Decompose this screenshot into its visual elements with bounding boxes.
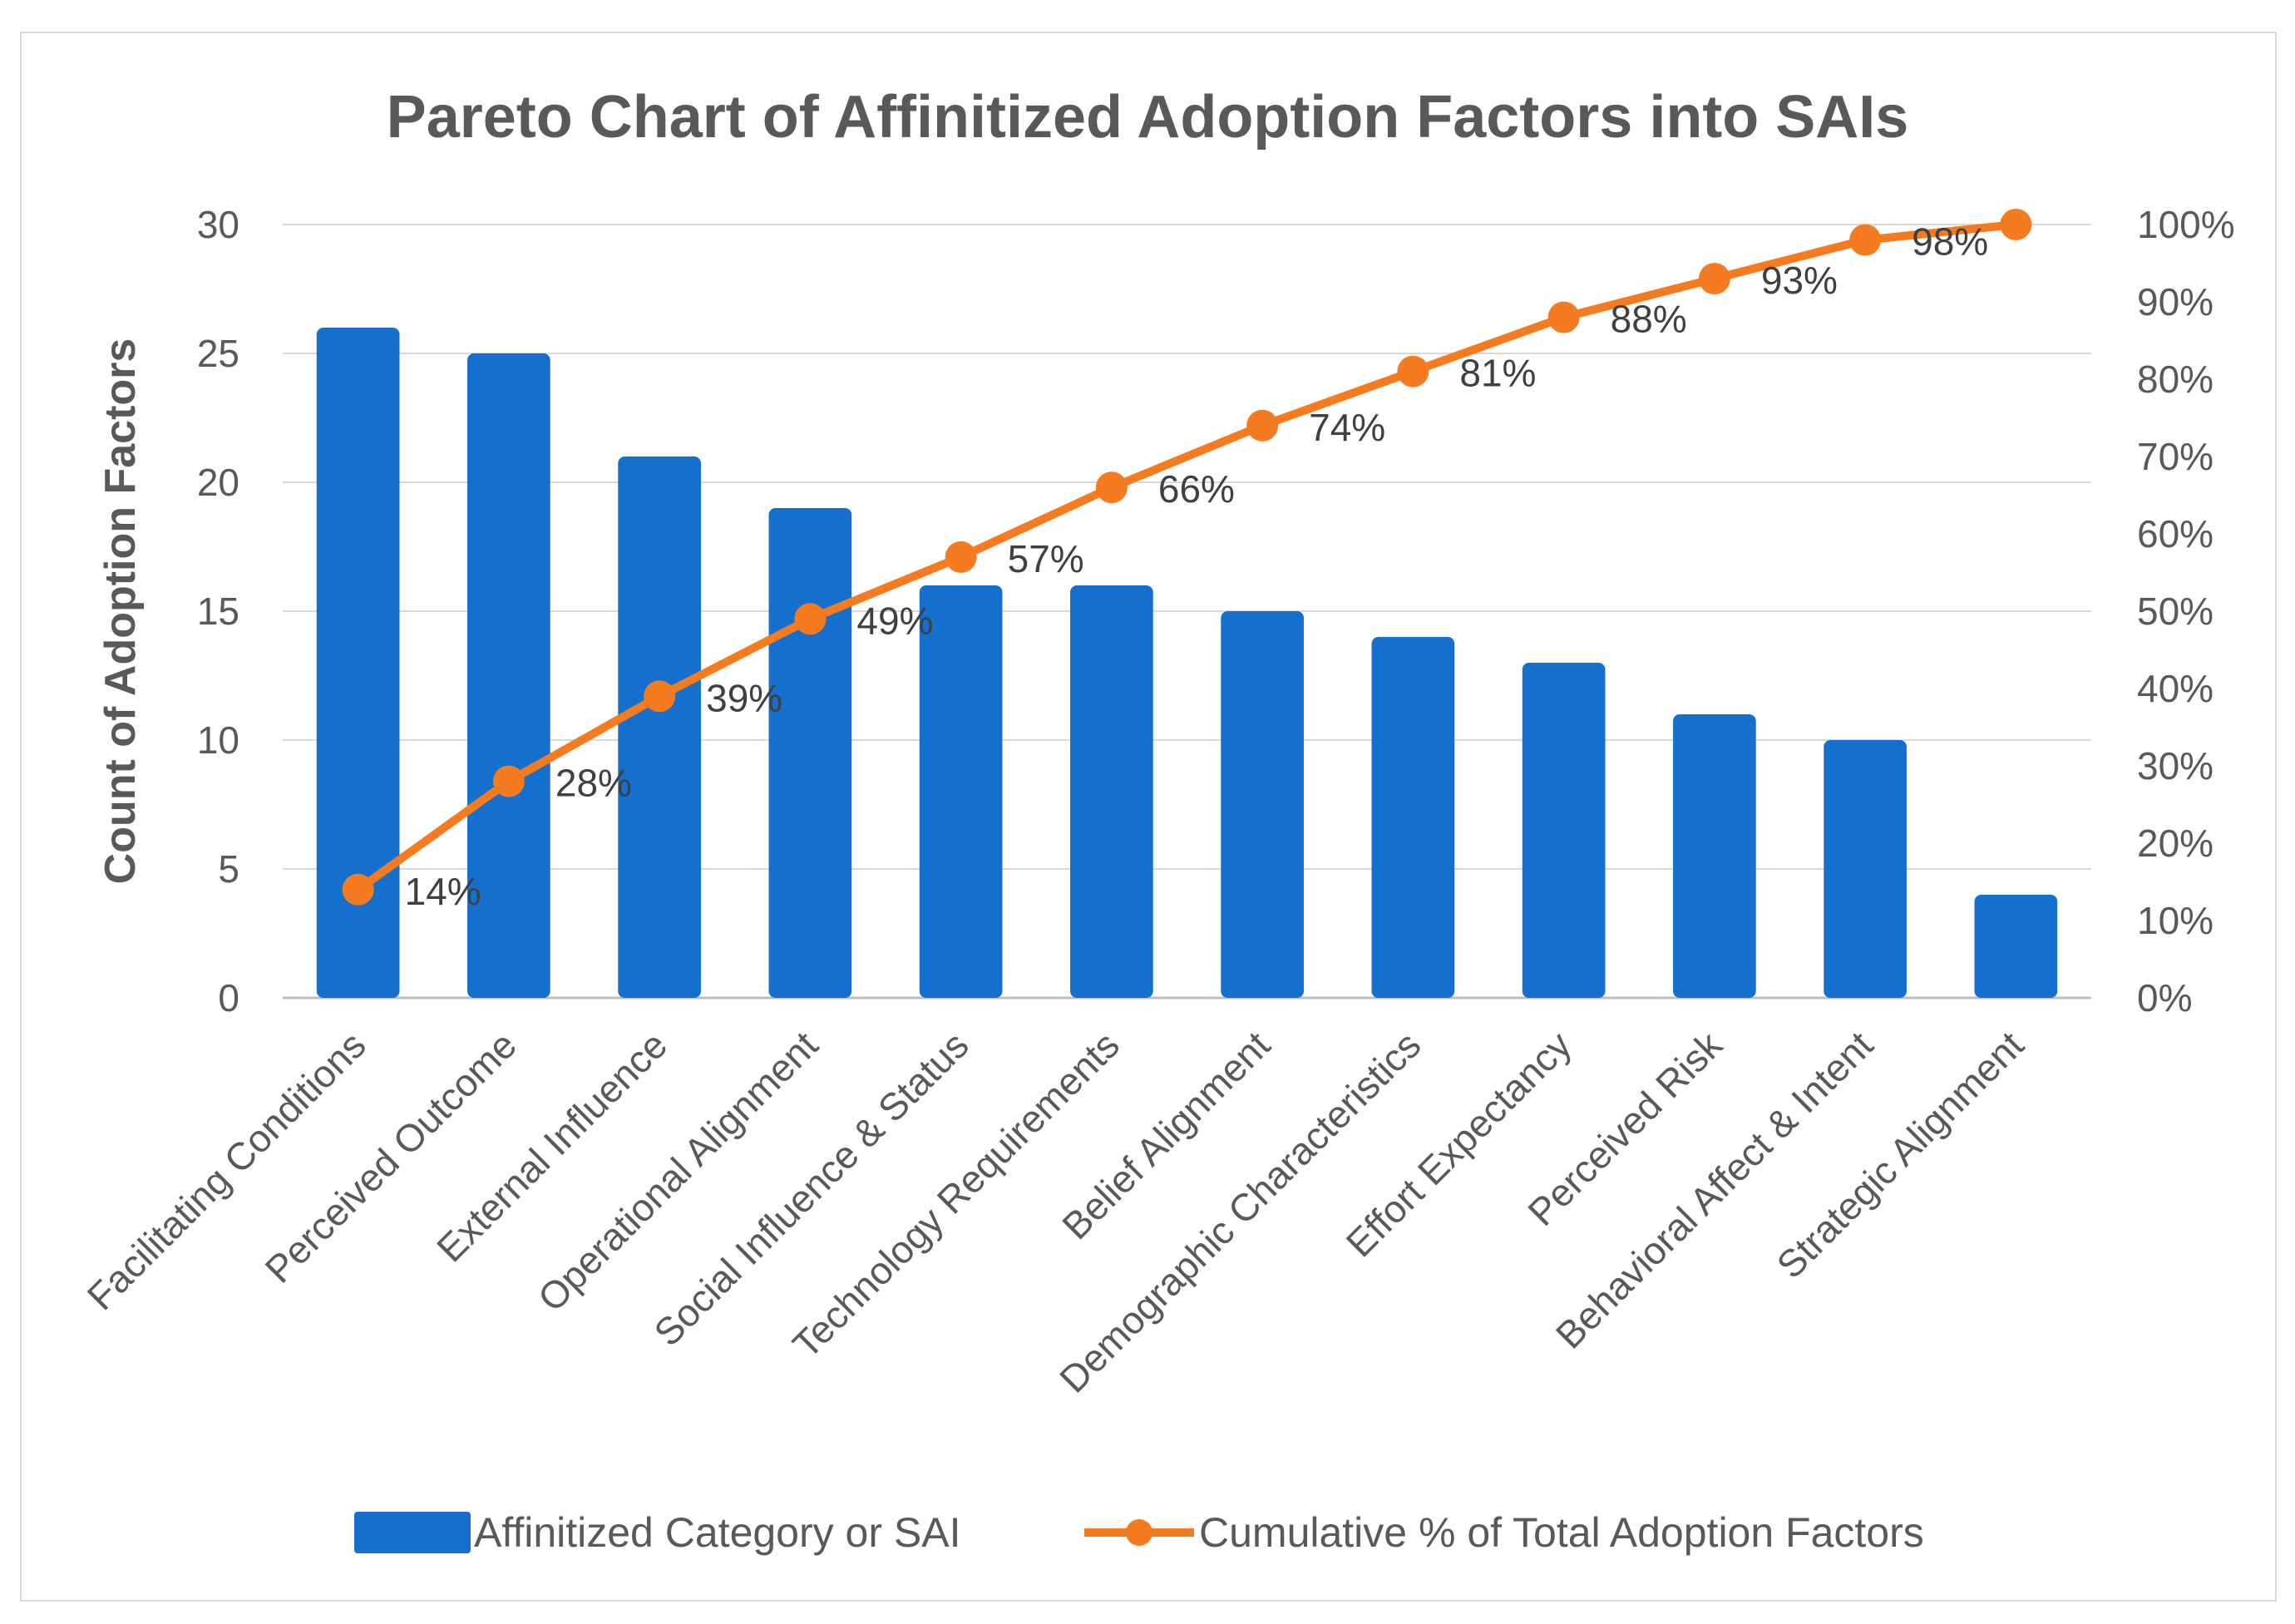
cumulative-data-label: 74% xyxy=(1309,406,1385,449)
y-tick-label: 5 xyxy=(218,847,239,891)
y2-tick-label: 0% xyxy=(2137,976,2192,1019)
bar xyxy=(316,328,400,998)
y2-tick-label: 100% xyxy=(2137,203,2235,246)
legend: Affinitized Category or SAI Cumulative %… xyxy=(354,1509,1924,1556)
gridlines xyxy=(283,224,2091,1000)
chart-title: Pareto Chart of Affinitized Adoption Fac… xyxy=(387,84,1909,151)
bar xyxy=(768,508,852,998)
category-label: Social Influence & Status xyxy=(645,1023,976,1354)
cumulative-line xyxy=(355,220,2016,893)
y-tick-label: 30 xyxy=(197,203,239,246)
cumulative-data-label: 66% xyxy=(1158,467,1235,511)
cumulative-line-series xyxy=(342,209,2032,906)
cumulative-point xyxy=(1246,409,1279,442)
y2-tick-label: 10% xyxy=(2137,899,2214,942)
cumulative-data-label: 49% xyxy=(856,599,933,642)
cumulative-data-label: 14% xyxy=(405,870,481,913)
cumulative-point xyxy=(945,541,977,573)
legend-bar-label: Affinitized Category or SAI xyxy=(474,1509,960,1556)
legend-line-label: Cumulative % of Total Adoption Factors xyxy=(1199,1509,1924,1556)
bar xyxy=(1371,637,1455,998)
cumulative-point xyxy=(1849,224,1882,256)
cumulative-data-label: 28% xyxy=(555,762,632,805)
cumulative-data-label: 39% xyxy=(706,676,782,719)
y-tick-label: 15 xyxy=(197,590,239,633)
cumulative-point xyxy=(342,873,374,906)
y-tick-label: 0 xyxy=(218,976,239,1019)
bar xyxy=(1824,740,1907,998)
y-tick-label: 10 xyxy=(197,718,239,762)
bar xyxy=(1974,895,2058,998)
y2-tick-label: 70% xyxy=(2137,435,2214,478)
cumulative-point xyxy=(1095,471,1128,504)
legend-line-marker xyxy=(1126,1519,1152,1546)
category-label: Perceived Outcome xyxy=(257,1023,525,1291)
category-label: Behavioral Affect & Intent xyxy=(1547,1023,1882,1357)
y2-tick-label: 50% xyxy=(2137,590,2214,633)
cumulative-point xyxy=(794,603,827,635)
cumulative-point xyxy=(1547,301,1580,333)
legend-bar-swatch xyxy=(354,1512,471,1553)
y2-tick-label: 60% xyxy=(2137,512,2214,555)
cumulative-data-label: 98% xyxy=(1912,220,1988,264)
bar xyxy=(1673,714,1756,998)
cumulative-point xyxy=(492,765,525,797)
cumulative-data-labels: 14% 28% 39% 49% 57% 66% 74% 81% 88% 93% 98% xyxy=(405,220,1989,913)
category-label: Strategic Alignment xyxy=(1768,1023,2031,1286)
y-tick-label: 25 xyxy=(197,332,239,375)
y-tick-label: 20 xyxy=(197,461,239,504)
y-axis-label: Count of Adoption Factors xyxy=(96,338,145,885)
cumulative-data-label: 88% xyxy=(1611,298,1687,341)
right-axis-ticks: 0% 10% 20% 30% 40% 50% 60% 70% 80% 90% 100% xyxy=(2137,203,2235,1019)
cumulative-point xyxy=(644,680,676,713)
y2-tick-label: 80% xyxy=(2137,358,2214,401)
bar-series xyxy=(316,328,2058,998)
bar xyxy=(1221,611,1304,998)
y2-tick-label: 30% xyxy=(2137,744,2214,787)
cumulative-point xyxy=(2000,209,2032,240)
y2-tick-label: 90% xyxy=(2137,280,2214,323)
y2-tick-label: 20% xyxy=(2137,822,2214,865)
left-axis-ticks: 0 5 10 15 20 25 30 xyxy=(197,203,239,1019)
y2-tick-label: 40% xyxy=(2137,667,2214,710)
category-label: Operational Alignment xyxy=(530,1023,827,1320)
cumulative-point xyxy=(1698,263,1730,295)
cumulative-data-label: 93% xyxy=(1761,259,1838,302)
bar xyxy=(618,457,701,998)
bar xyxy=(1070,585,1153,998)
cumulative-point xyxy=(1397,355,1429,387)
cumulative-data-label: 81% xyxy=(1459,352,1536,395)
bar xyxy=(467,353,550,998)
cumulative-data-label: 57% xyxy=(1008,537,1084,580)
bar xyxy=(1522,663,1606,998)
bar xyxy=(919,585,1003,998)
category-label: Facilitating Conditions xyxy=(79,1023,374,1318)
